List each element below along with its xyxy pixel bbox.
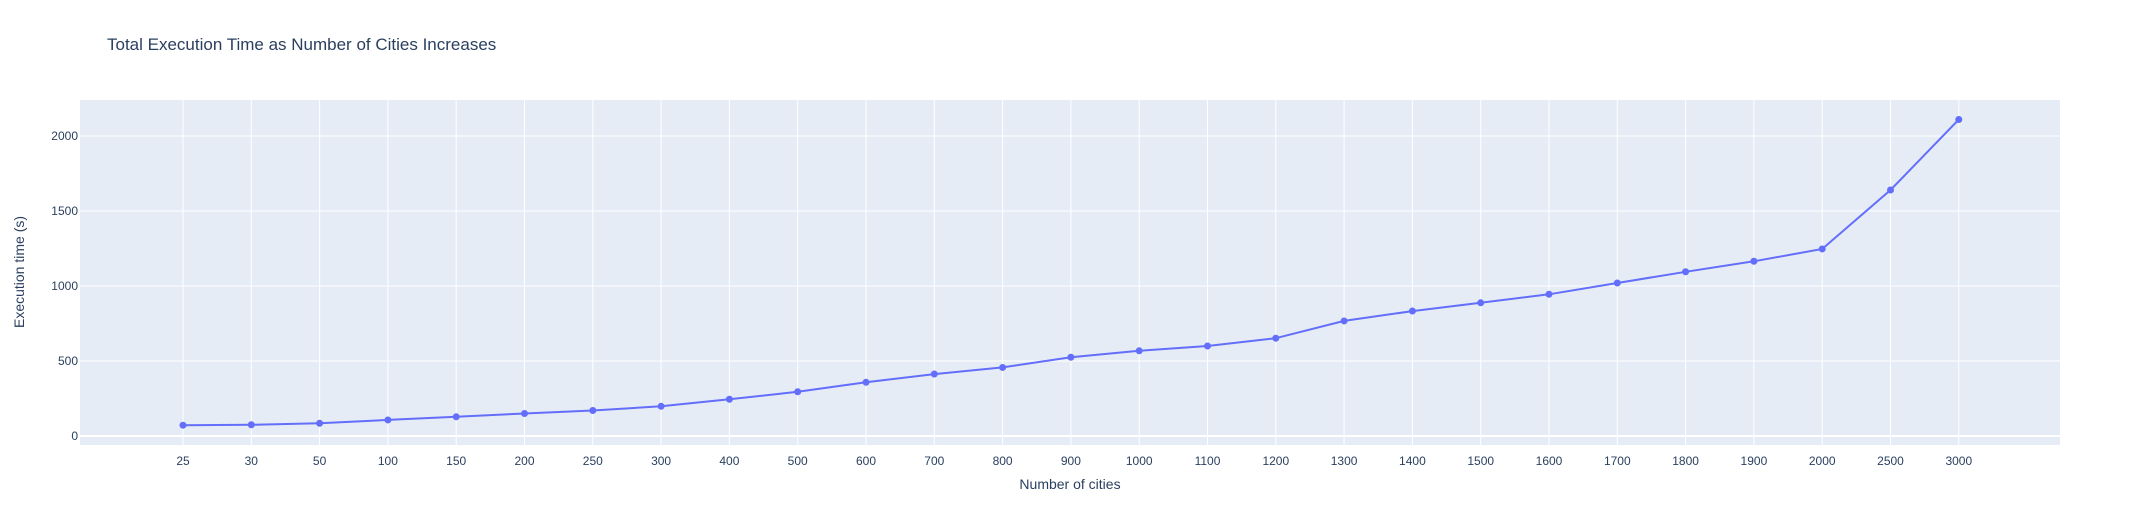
x-tick-labels: 25 30 50 100 150 200 250 300 400 500 600 700 800 900 1… xyxy=(176,454,1972,468)
data-point xyxy=(794,388,802,396)
x-tick-label: 2000 xyxy=(1809,454,1836,468)
x-tick-label: 50 xyxy=(313,454,327,468)
x-tick-label: 1600 xyxy=(1536,454,1563,468)
x-tick-label: 150 xyxy=(446,454,466,468)
data-point xyxy=(179,421,187,429)
x-gridlines xyxy=(182,100,1960,445)
x-tick-label: 1800 xyxy=(1672,454,1699,468)
data-point xyxy=(521,410,528,417)
x-tick-label: 250 xyxy=(583,454,603,468)
data-point xyxy=(999,363,1007,371)
x-tick-label: 30 xyxy=(245,454,259,468)
x-tick-label: 3000 xyxy=(1945,454,1972,468)
x-tick-label: 500 xyxy=(788,454,808,468)
x-tick-label: 800 xyxy=(993,454,1013,468)
chart-title: Total Execution Time as Number of Cities… xyxy=(107,35,496,54)
x-tick-label: 1100 xyxy=(1195,454,1221,468)
x-tick-label: 1300 xyxy=(1331,454,1358,468)
x-tick-label: 1700 xyxy=(1604,454,1631,468)
data-point xyxy=(1135,347,1143,355)
data-point xyxy=(862,378,870,386)
data-point xyxy=(1613,279,1621,287)
x-tick-label: 1500 xyxy=(1467,454,1494,468)
x-tick-label: 100 xyxy=(378,454,398,468)
y-tick-label: 0 xyxy=(71,429,78,443)
series-layer xyxy=(179,116,1963,429)
data-point xyxy=(1887,186,1894,194)
data-point xyxy=(316,419,324,427)
data-point xyxy=(1682,268,1690,276)
data-point xyxy=(1408,307,1416,315)
data-point xyxy=(657,402,665,410)
data-point xyxy=(452,413,460,421)
y-tick-label: 1000 xyxy=(51,279,78,293)
data-point xyxy=(1340,317,1348,325)
y-tick-label: 500 xyxy=(58,354,78,368)
y-tick-label: 1500 xyxy=(51,204,78,218)
data-point xyxy=(1204,342,1211,350)
x-tick-label: 200 xyxy=(514,454,534,468)
y-axis-title: Execution time (s) xyxy=(11,216,27,328)
y-tick-label: 2000 xyxy=(51,129,78,143)
data-point xyxy=(930,370,938,378)
x-tick-label: 1900 xyxy=(1741,454,1768,468)
x-tick-label: 400 xyxy=(719,454,739,468)
x-axis-title: Number of cities xyxy=(1019,476,1120,492)
y-gridlines xyxy=(80,135,2060,437)
data-point xyxy=(1545,290,1553,298)
data-point xyxy=(1955,116,1963,123)
data-point xyxy=(1750,257,1758,265)
x-tick-label: 1200 xyxy=(1262,454,1289,468)
data-point xyxy=(589,407,597,414)
x-tick-label: 300 xyxy=(651,454,671,468)
data-point xyxy=(1272,334,1280,342)
x-tick-label: 600 xyxy=(856,454,876,468)
data-point xyxy=(384,416,392,424)
x-tick-label: 1000 xyxy=(1126,454,1153,468)
data-point xyxy=(1067,353,1075,361)
x-tick-label: 1400 xyxy=(1399,454,1426,468)
data-point xyxy=(1477,299,1485,307)
data-point xyxy=(725,395,733,403)
x-tick-label: 25 xyxy=(176,454,190,468)
x-tick-label: 700 xyxy=(924,454,944,468)
plot-background xyxy=(80,100,2060,445)
x-tick-label: 2500 xyxy=(1877,454,1904,468)
data-point xyxy=(247,421,255,429)
data-point xyxy=(1818,245,1826,253)
y-tick-labels: 0 500 1000 1500 2000 xyxy=(51,129,78,443)
x-tick-label: 900 xyxy=(1061,454,1081,468)
